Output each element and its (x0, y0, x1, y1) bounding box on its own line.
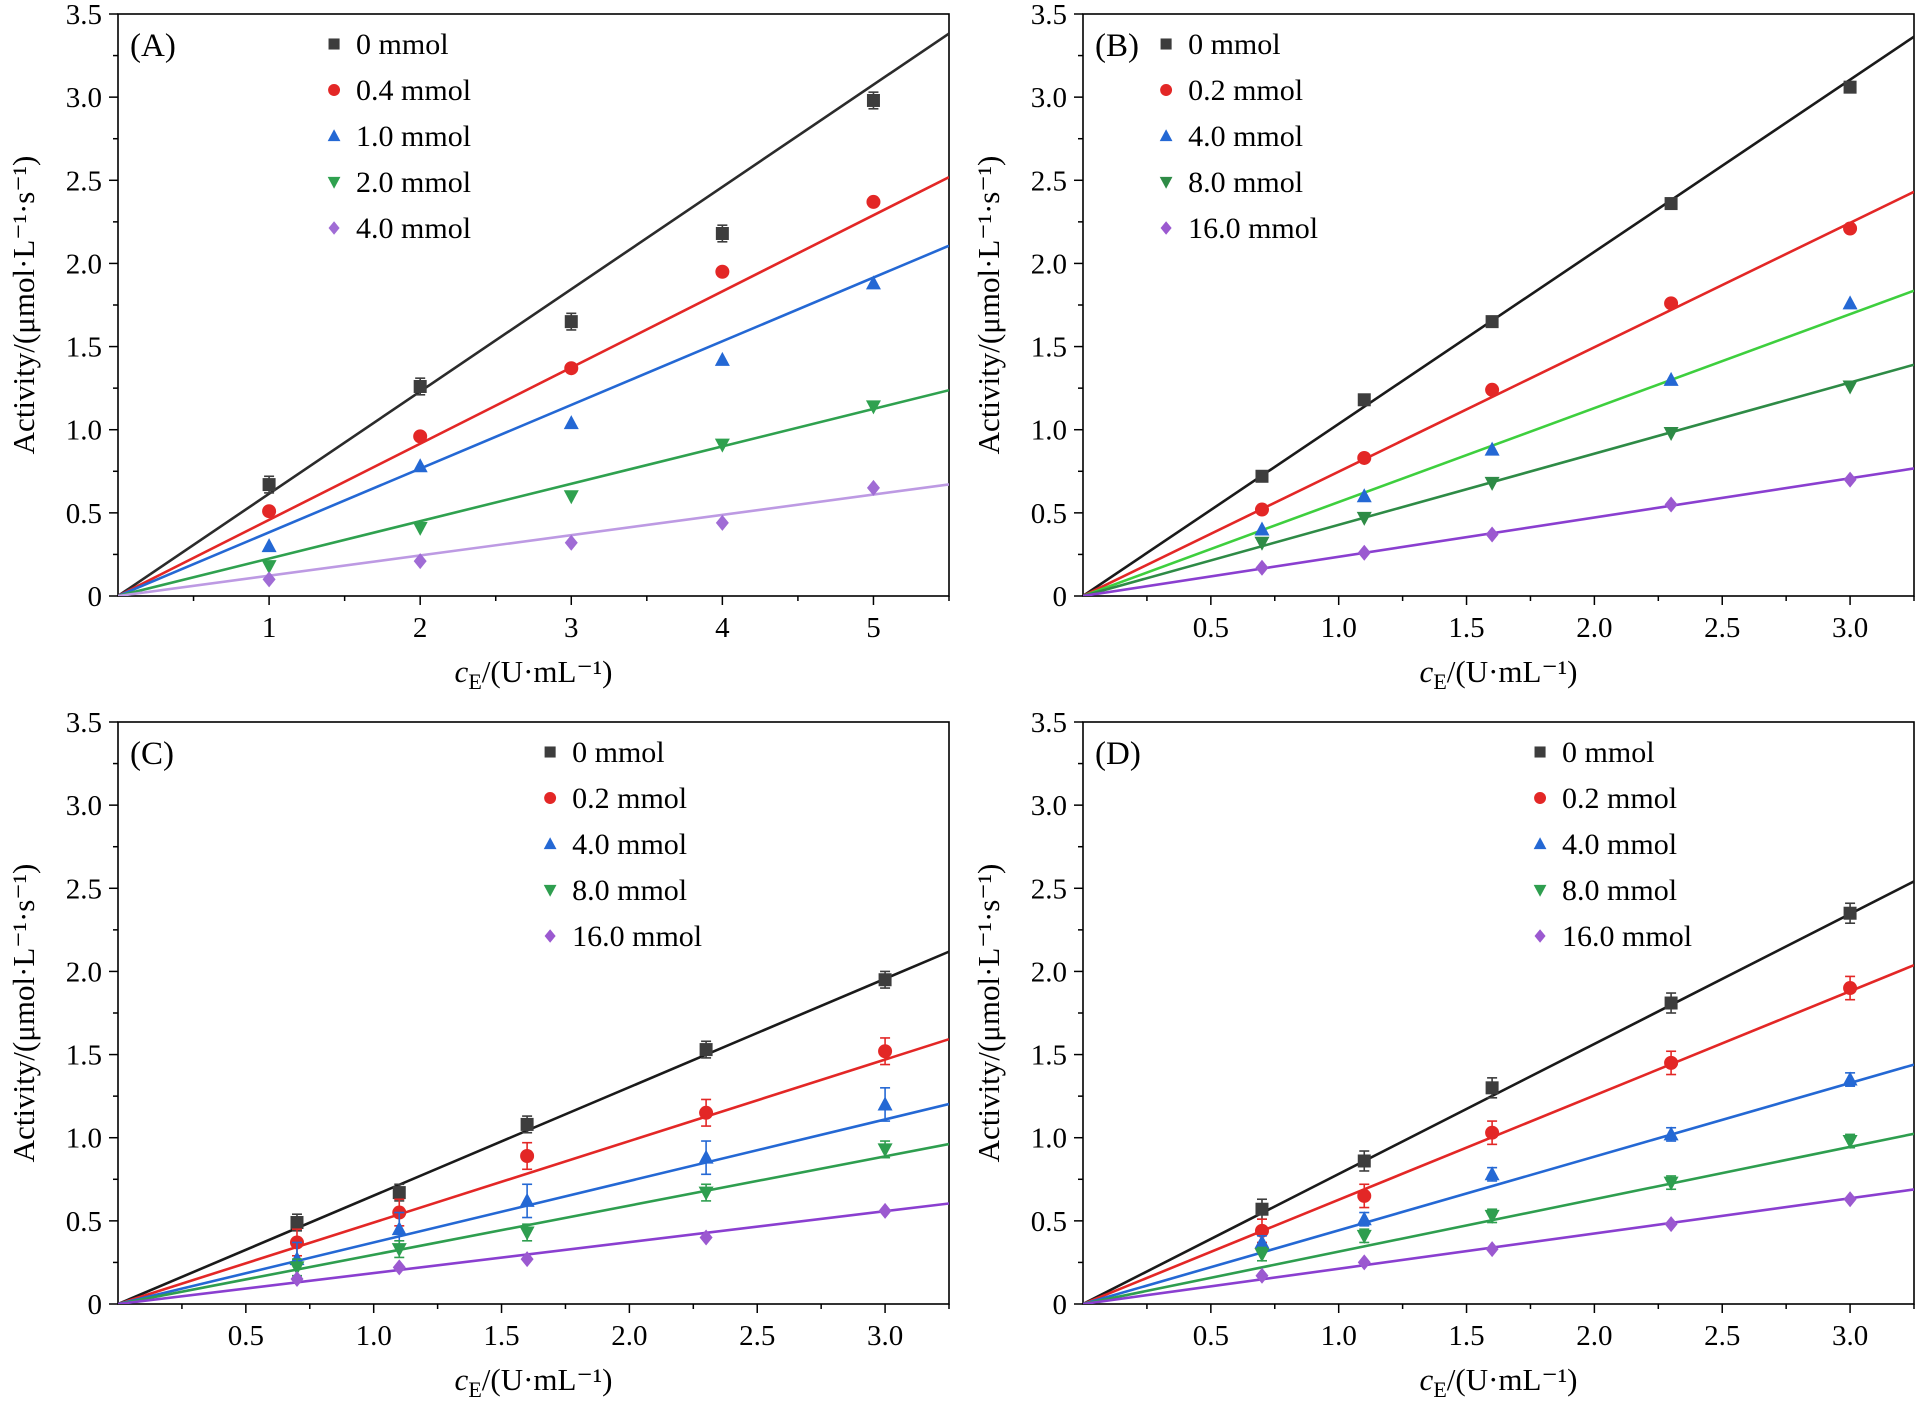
svg-text:cE/(U·mL⁻¹): cE/(U·mL⁻¹) (455, 654, 613, 694)
svg-text:0.5: 0.5 (66, 498, 102, 530)
svg-text:3: 3 (564, 612, 579, 644)
svg-text:8.0 mmol: 8.0 mmol (1562, 874, 1677, 907)
svg-text:1.5: 1.5 (483, 1320, 519, 1352)
svg-text:2: 2 (413, 612, 428, 644)
svg-text:1.0: 1.0 (356, 1320, 392, 1352)
chart-A: 1 2 3 4 5 0 0.5 1.0 1.5 2.0 2.5 3.0 3.5 Activity/(μmo… (6, 0, 950, 694)
svg-text:2.0: 2.0 (1576, 1320, 1612, 1352)
svg-text:1.5: 1.5 (66, 332, 102, 364)
svg-text:Activity/(μmol·L⁻¹·s⁻¹): Activity/(μmol·L⁻¹·s⁻¹) (6, 156, 41, 455)
svg-text:2.5: 2.5 (1031, 873, 1067, 905)
svg-text:3.0: 3.0 (1832, 1320, 1868, 1352)
svg-text:16.0 mmol: 16.0 mmol (1562, 920, 1692, 953)
svg-text:0: 0 (1053, 581, 1068, 613)
svg-text:4.0 mmol: 4.0 mmol (1562, 828, 1677, 861)
svg-text:2.0: 2.0 (1031, 956, 1067, 988)
svg-text:3.0: 3.0 (1832, 612, 1868, 644)
svg-text:Activity/(μmol·L⁻¹·s⁻¹): Activity/(μmol·L⁻¹·s⁻¹) (6, 864, 41, 1163)
panel-A: 1 2 3 4 5 0 0.5 1.0 1.5 2.0 2.5 3.0 3.5 Activity/(μmo… (0, 0, 965, 708)
svg-text:0.2 mmol: 0.2 mmol (1562, 782, 1677, 815)
svg-text:2.0: 2.0 (1576, 612, 1612, 644)
svg-text:0.5: 0.5 (1193, 612, 1229, 644)
svg-text:2.5: 2.5 (739, 1320, 775, 1352)
svg-text:2.5: 2.5 (1704, 1320, 1740, 1352)
svg-text:0 mmol: 0 mmol (356, 28, 449, 61)
svg-text:8.0 mmol: 8.0 mmol (572, 874, 687, 907)
svg-text:1.0: 1.0 (1031, 1123, 1067, 1155)
svg-text:4.0 mmol: 4.0 mmol (1188, 120, 1303, 153)
svg-text:0: 0 (88, 581, 103, 613)
svg-text:(B): (B) (1095, 28, 1139, 64)
svg-text:3.0: 3.0 (867, 1320, 903, 1352)
svg-text:0 mmol: 0 mmol (1562, 736, 1655, 769)
svg-text:3.5: 3.5 (66, 0, 102, 31)
svg-text:1.0: 1.0 (66, 415, 102, 447)
svg-text:2.0: 2.0 (66, 956, 102, 988)
svg-text:2.5: 2.5 (1704, 612, 1740, 644)
svg-text:(C): (C) (130, 736, 174, 772)
svg-text:(A): (A) (130, 28, 176, 64)
svg-text:1: 1 (262, 612, 277, 644)
svg-text:2.0 mmol: 2.0 mmol (356, 166, 471, 199)
svg-text:1.5: 1.5 (1448, 1320, 1484, 1352)
svg-text:0.2 mmol: 0.2 mmol (572, 782, 687, 815)
svg-text:0.4 mmol: 0.4 mmol (356, 74, 471, 107)
svg-text:3.0: 3.0 (1031, 790, 1067, 822)
svg-text:1.5: 1.5 (1031, 1040, 1067, 1072)
svg-text:0: 0 (1053, 1289, 1068, 1321)
svg-text:2.0: 2.0 (1031, 248, 1067, 280)
svg-text:2.5: 2.5 (66, 165, 102, 197)
svg-text:cE/(U·mL⁻¹): cE/(U·mL⁻¹) (455, 1362, 613, 1402)
svg-text:2.0: 2.0 (66, 248, 102, 280)
svg-text:3.0: 3.0 (1031, 82, 1067, 114)
svg-text:3.5: 3.5 (1031, 0, 1067, 31)
svg-text:3.5: 3.5 (66, 708, 102, 739)
svg-text:16.0 mmol: 16.0 mmol (572, 920, 702, 953)
svg-text:1.0: 1.0 (1321, 612, 1357, 644)
svg-text:0.5: 0.5 (1031, 1206, 1067, 1238)
svg-text:cE/(U·mL⁻¹): cE/(U·mL⁻¹) (1420, 654, 1578, 694)
svg-text:0.2 mmol: 0.2 mmol (1188, 74, 1303, 107)
panel-D: 0.5 1.0 1.5 2.0 2.5 3.0 0 0.5 1.0 1.5 2.0 2.5 3.0 3.5… (965, 708, 1930, 1416)
svg-text:2.0: 2.0 (611, 1320, 647, 1352)
svg-text:0.5: 0.5 (66, 1206, 102, 1238)
svg-text:16.0 mmol: 16.0 mmol (1188, 212, 1318, 245)
svg-text:1.0 mmol: 1.0 mmol (356, 120, 471, 153)
svg-text:Activity/(μmol·L⁻¹·s⁻¹): Activity/(μmol·L⁻¹·s⁻¹) (971, 156, 1006, 455)
svg-text:1.5: 1.5 (66, 1040, 102, 1072)
svg-text:1.5: 1.5 (1448, 612, 1484, 644)
chart-B: 0.5 1.0 1.5 2.0 2.5 3.0 0 0.5 1.0 1.5 2.0 2.5 3.0 3.5… (971, 0, 1915, 694)
svg-text:(D): (D) (1095, 736, 1141, 772)
svg-text:3.0: 3.0 (66, 82, 102, 114)
svg-text:1.0: 1.0 (66, 1123, 102, 1155)
svg-text:0.5: 0.5 (1031, 498, 1067, 530)
svg-text:3.0: 3.0 (66, 790, 102, 822)
svg-text:2.5: 2.5 (1031, 165, 1067, 197)
svg-text:1.5: 1.5 (1031, 332, 1067, 364)
svg-text:0.5: 0.5 (228, 1320, 264, 1352)
svg-text:0 mmol: 0 mmol (572, 736, 665, 769)
svg-text:4.0 mmol: 4.0 mmol (356, 212, 471, 245)
chart-D: 0.5 1.0 1.5 2.0 2.5 3.0 0 0.5 1.0 1.5 2.0 2.5 3.0 3.5… (971, 708, 1915, 1402)
svg-text:4: 4 (715, 612, 730, 644)
svg-text:8.0 mmol: 8.0 mmol (1188, 166, 1303, 199)
svg-text:0 mmol: 0 mmol (1188, 28, 1281, 61)
svg-text:2.5: 2.5 (66, 873, 102, 905)
svg-text:3.5: 3.5 (1031, 708, 1067, 739)
svg-text:1.0: 1.0 (1321, 1320, 1357, 1352)
svg-text:0: 0 (88, 1289, 103, 1321)
panel-C: 0.5 1.0 1.5 2.0 2.5 3.0 0 0.5 1.0 1.5 2.0 2.5 3.0 3.5… (0, 708, 965, 1416)
chart-C: 0.5 1.0 1.5 2.0 2.5 3.0 0 0.5 1.0 1.5 2.0 2.5 3.0 3.5… (6, 708, 950, 1402)
svg-text:0.5: 0.5 (1193, 1320, 1229, 1352)
svg-text:Activity/(μmol·L⁻¹·s⁻¹): Activity/(μmol·L⁻¹·s⁻¹) (971, 864, 1006, 1163)
svg-text:4.0 mmol: 4.0 mmol (572, 828, 687, 861)
svg-text:cE/(U·mL⁻¹): cE/(U·mL⁻¹) (1420, 1362, 1578, 1402)
svg-text:1.0: 1.0 (1031, 415, 1067, 447)
panel-B: 0.5 1.0 1.5 2.0 2.5 3.0 0 0.5 1.0 1.5 2.0 2.5 3.0 3.5… (965, 0, 1930, 708)
svg-text:5: 5 (866, 612, 881, 644)
